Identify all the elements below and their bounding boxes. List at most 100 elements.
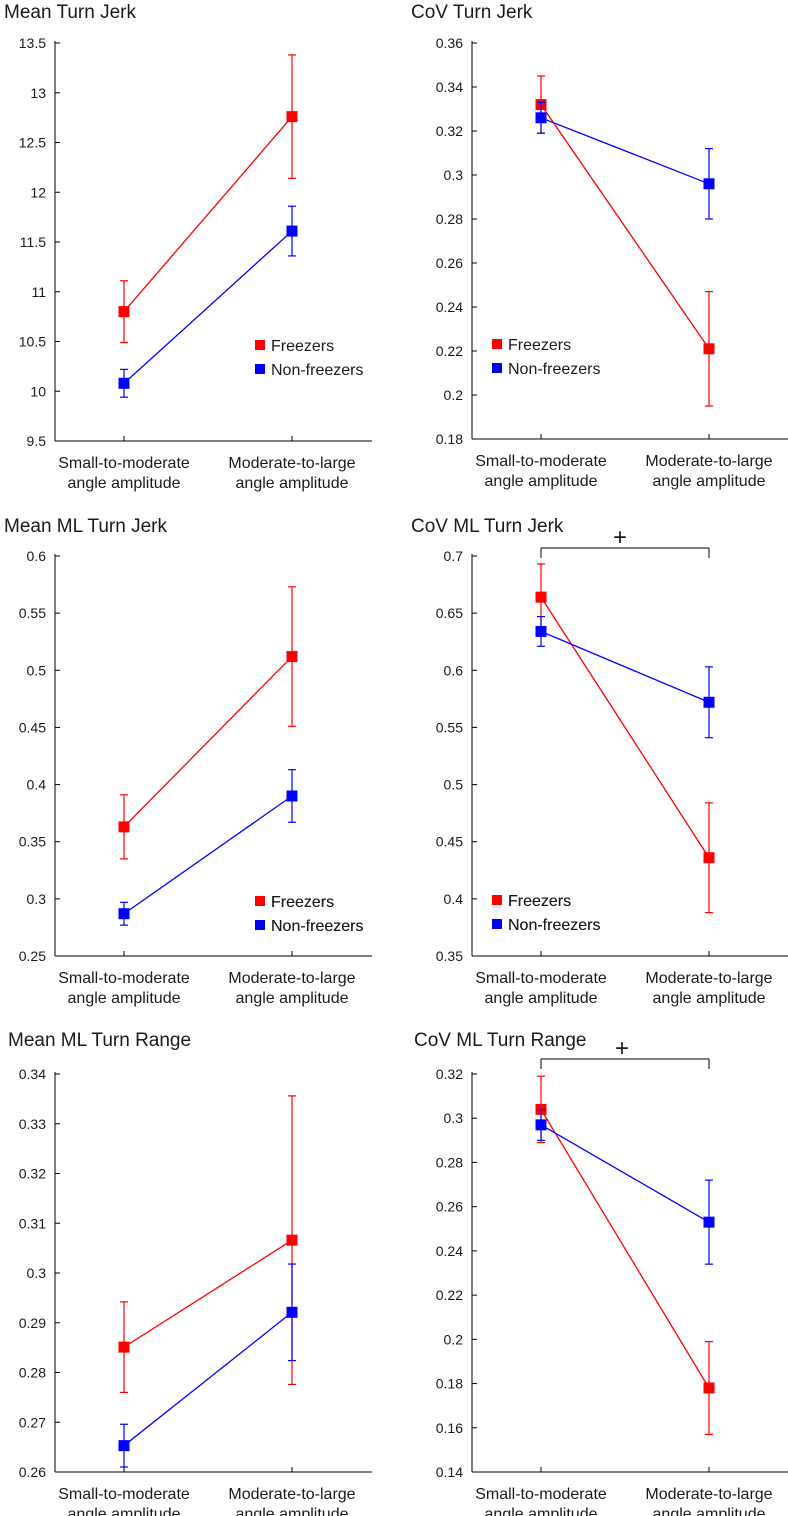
y-tick-label: 0.5 [27, 662, 47, 678]
legend-label: Freezers [508, 893, 571, 910]
chart-panel-5: Mean ML Turn Range 0.26 0.27 0.28 0.29 0.3 0.3… [8, 894, 372, 1516]
y-tick-label: 0.36 [436, 35, 463, 51]
series-line [540, 104, 710, 350]
y-tick-label: 0.2 [444, 1331, 464, 1347]
x-tick-label: Small-to-moderate [475, 970, 607, 987]
data-point [118, 821, 130, 833]
series-line [540, 630, 710, 703]
x-tick-label: angle amplitude [68, 1506, 181, 1516]
legend-swatch [492, 363, 502, 373]
series-line [123, 1311, 293, 1447]
x-tick-label: Small-to-moderate [58, 970, 190, 987]
data-point [535, 625, 547, 637]
x-tick-label: angle amplitude [485, 1506, 598, 1516]
chart-panel-1: Mean Turn Jerk 9.5 10 10.5 11 11.5 12 12.5 13 13.… [4, 2, 372, 492]
series-line [123, 116, 293, 313]
data-point [286, 651, 298, 663]
x-tick-label: Small-to-moderate [58, 1486, 190, 1503]
y-tick-label: 0.45 [436, 834, 463, 850]
legend-label: Non-freezers [271, 918, 363, 935]
data-point [535, 591, 547, 603]
legend-swatch [255, 920, 265, 930]
y-tick-label: 0.26 [436, 1199, 463, 1215]
legend-label: Non-freezers [508, 361, 600, 378]
y-tick-label: 0.32 [19, 1166, 46, 1182]
legend-label: Freezers [271, 894, 334, 911]
series-line [123, 1239, 293, 1348]
x-tick-label: angle amplitude [236, 990, 349, 1007]
x-tick-label: angle amplitude [68, 990, 181, 1007]
chart-title: CoV Turn Jerk [411, 2, 533, 23]
x-tick-label: angle amplitude [236, 1506, 349, 1516]
x-tick-label: angle amplitude [653, 1506, 766, 1516]
significance-marker: + [613, 524, 627, 551]
y-tick-label: 0.22 [436, 1287, 463, 1303]
y-tick-label: 0.16 [436, 1420, 463, 1436]
y-tick-label: 0.24 [436, 1243, 463, 1259]
series-line [123, 230, 293, 384]
data-point [703, 1216, 715, 1228]
series-line [123, 656, 293, 828]
y-tick-label: 0.28 [436, 211, 463, 227]
legend-label: Non-freezers [508, 917, 600, 934]
data-point [286, 1234, 298, 1246]
legend-label: Non-freezers [508, 917, 600, 934]
data-point [286, 790, 298, 802]
data-point [703, 178, 715, 190]
legend-label: Freezers [271, 894, 334, 911]
data-point [118, 908, 130, 920]
y-tick-label: 0.45 [19, 719, 46, 735]
y-tick-label: 0.6 [444, 662, 464, 678]
y-tick-label: 11 [31, 284, 46, 300]
y-tick-label: 0.34 [436, 79, 463, 95]
x-tick-label: Moderate-to-large [645, 1486, 772, 1503]
x-tick-label: angle amplitude [236, 475, 349, 492]
series-line [123, 795, 293, 915]
data-point [703, 696, 715, 708]
y-tick-label: 0.25 [19, 948, 46, 964]
y-tick-label: 0.22 [436, 343, 463, 359]
legend-swatch [492, 339, 502, 349]
data-point [118, 306, 130, 318]
chart-panel-6: CoV ML Turn Range 0.14 0.16 0.18 0.2 0.22 0.24… [414, 893, 788, 1516]
data-point [118, 1440, 130, 1452]
y-tick-label: 12.5 [19, 135, 46, 151]
y-tick-label: 0.27 [19, 1414, 46, 1430]
data-point [703, 1382, 715, 1394]
data-point [286, 225, 298, 237]
y-tick-label: 11.5 [20, 234, 46, 250]
legend-label: Non-freezers [271, 918, 363, 935]
y-tick-label: 0.29 [19, 1315, 46, 1331]
y-tick-label: 0.28 [19, 1365, 46, 1381]
y-tick-label: 0.32 [436, 1066, 463, 1082]
y-tick-label: 0.2 [444, 387, 464, 403]
y-tick-label: 0.18 [436, 1376, 463, 1392]
y-tick-label: 0.31 [19, 1215, 46, 1231]
x-tick-label: angle amplitude [653, 473, 766, 490]
y-tick-label: 0.3 [444, 1110, 464, 1126]
data-point [703, 852, 715, 864]
x-tick-label: Moderate-to-large [228, 970, 355, 987]
y-tick-label: 0.7 [444, 548, 464, 564]
y-tick-label: 0.3 [444, 167, 464, 183]
series-line [540, 596, 710, 859]
chart-title: Mean ML Turn Range [8, 1030, 191, 1051]
y-tick-label: 0.14 [436, 1464, 463, 1480]
y-tick-label: 10.5 [19, 334, 46, 350]
y-tick-label: 13.5 [19, 35, 46, 51]
y-tick-label: 0.55 [19, 605, 46, 621]
y-tick-label: 13 [30, 85, 46, 101]
legend-swatch [492, 919, 502, 929]
x-tick-label: Moderate-to-large [645, 453, 772, 470]
chart-title: Mean Turn Jerk [4, 2, 136, 23]
y-tick-label: 0.3 [27, 891, 47, 907]
y-tick-label: 0.34 [19, 1066, 46, 1082]
y-tick-label: 0.28 [436, 1154, 463, 1170]
y-tick-label: 0.26 [19, 1464, 46, 1480]
legend-swatch [255, 364, 265, 374]
legend-swatch [255, 896, 265, 906]
y-tick-label: 9.5 [27, 433, 47, 449]
x-tick-label: Moderate-to-large [228, 455, 355, 472]
x-tick-label: angle amplitude [653, 990, 766, 1007]
